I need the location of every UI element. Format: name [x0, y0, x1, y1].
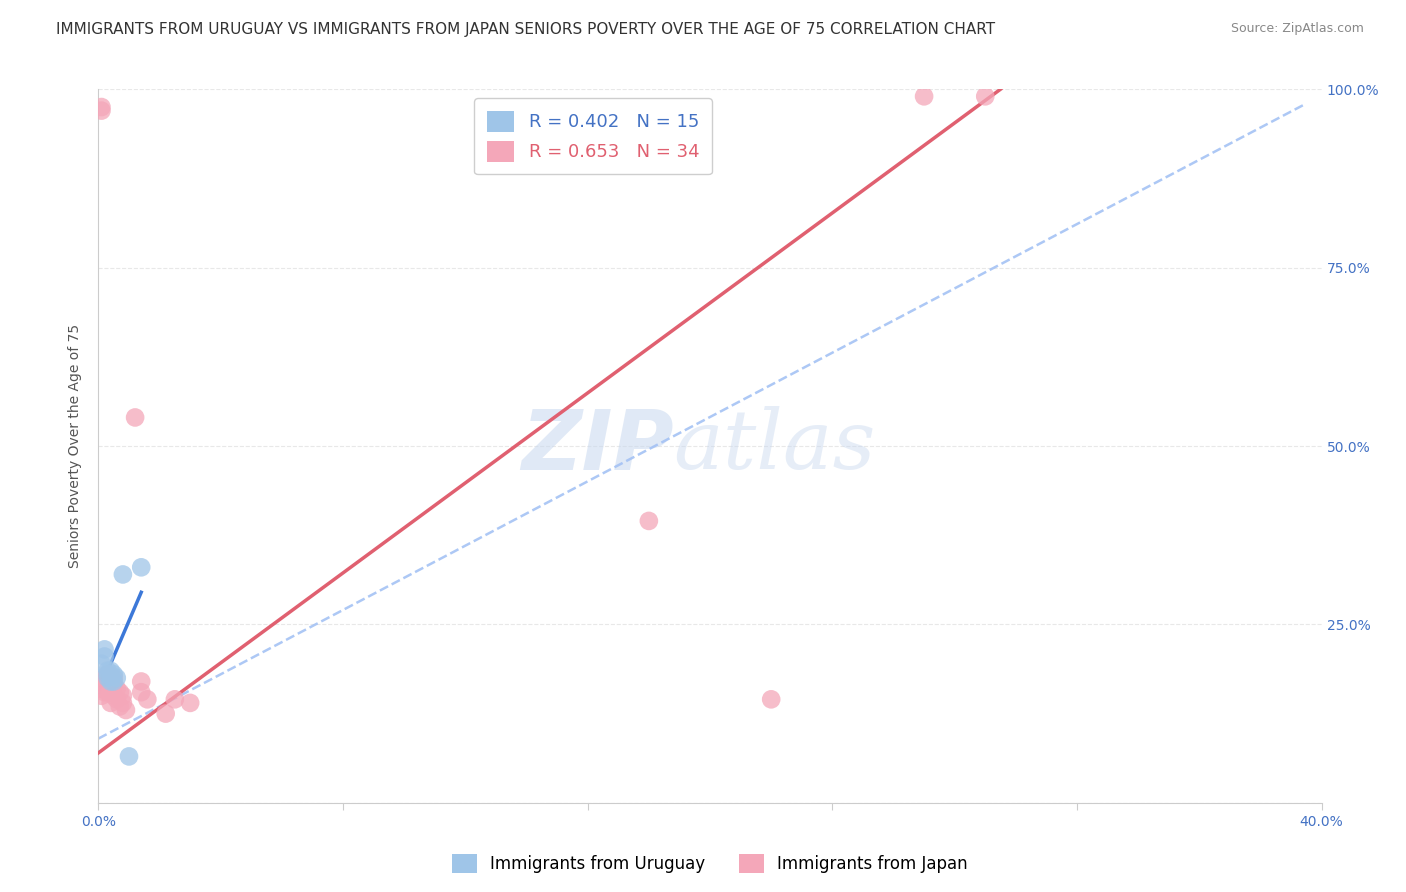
Point [100, 664, 122, 678]
Point [155, 706, 177, 721]
Point [100, 678, 122, 692]
Point [105, 681, 128, 696]
Legend: Immigrants from Uruguay, Immigrants from Japan: Immigrants from Uruguay, Immigrants from… [446, 847, 974, 880]
Point [97, 674, 120, 689]
Point [97, 685, 120, 699]
Point [103, 678, 125, 692]
Y-axis label: Seniors Poverty Over the Age of 75: Seniors Poverty Over the Age of 75 [69, 324, 83, 568]
Point [136, 692, 159, 706]
Point [93, 671, 115, 685]
Point [103, 667, 125, 681]
Point [124, 410, 146, 425]
Point [100, 674, 122, 689]
Point [93, 678, 115, 692]
Point [93, 649, 115, 664]
Point [97, 664, 120, 678]
Point [90, 103, 112, 118]
Point [115, 703, 138, 717]
Point [108, 685, 131, 699]
Point [103, 674, 125, 689]
Point [90, 681, 112, 696]
Point [105, 692, 128, 706]
Text: IMMIGRANTS FROM URUGUAY VS IMMIGRANTS FROM JAPAN SENIORS POVERTY OVER THE AGE OF: IMMIGRANTS FROM URUGUAY VS IMMIGRANTS FR… [56, 22, 995, 37]
Point [97, 667, 120, 681]
Point [759, 692, 782, 706]
Point [93, 685, 115, 699]
Point [637, 514, 661, 528]
Point [100, 669, 122, 683]
Text: ZIP: ZIP [520, 406, 673, 486]
Point [111, 567, 134, 582]
Point [129, 560, 152, 574]
Point [100, 696, 122, 710]
Point [912, 89, 935, 103]
Point [108, 699, 131, 714]
Point [100, 685, 122, 699]
Point [129, 685, 152, 699]
Point [179, 696, 201, 710]
Point [90, 689, 112, 703]
Point [111, 696, 134, 710]
Point [97, 671, 120, 685]
Point [163, 692, 186, 706]
Point [111, 689, 134, 703]
Point [93, 642, 115, 657]
Point [118, 749, 141, 764]
Point [97, 667, 120, 681]
Point [103, 689, 125, 703]
Point [105, 671, 128, 685]
Text: atlas: atlas [673, 406, 876, 486]
Point [129, 674, 152, 689]
Point [90, 657, 112, 671]
Point [90, 100, 112, 114]
Text: Source: ZipAtlas.com: Source: ZipAtlas.com [1230, 22, 1364, 36]
Point [974, 89, 997, 103]
Point [103, 671, 125, 685]
